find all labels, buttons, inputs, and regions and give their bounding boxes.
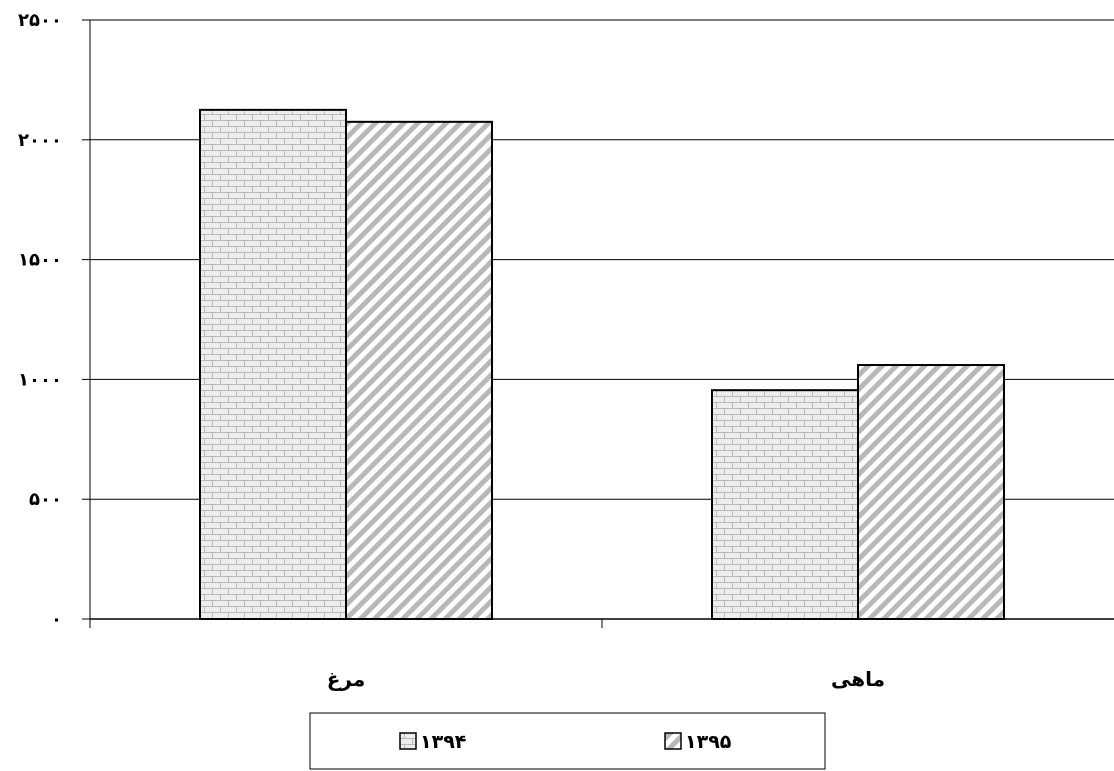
legend: ۱۳۹۴ ۱۳۹۵ <box>309 712 826 770</box>
bars <box>199 108 1005 621</box>
x-category-label: مرغ <box>327 667 366 691</box>
y-tick-label: ۲۰۰۰ <box>18 130 62 151</box>
bar-1-2 <box>711 389 859 620</box>
y-tick-label: ۱۰۰۰ <box>18 369 62 390</box>
legend-box <box>309 712 826 770</box>
legend-label: ۱۳۹۵ <box>685 731 732 753</box>
legend-swatch <box>664 732 682 750</box>
y-tick-label: ۲۵۰۰ <box>18 10 62 31</box>
y-tick-label: ۰ <box>51 609 62 630</box>
axis-labels: ۰ ۵۰۰ ۱۰۰۰ ۱۵۰۰ ۲۰۰۰ ۲۵۰۰ مرغ ماهی <box>18 10 885 691</box>
y-tick-label: ۵۰۰ <box>29 489 62 510</box>
bar-2-2 <box>857 364 1005 620</box>
y-tick-label: ۱۵۰۰ <box>18 250 62 271</box>
bar-1-1 <box>199 108 347 620</box>
bar-2-1 <box>345 120 493 621</box>
legend-label: ۱۳۹۴ <box>420 731 466 753</box>
x-category-label: ماهی <box>831 667 885 691</box>
axes <box>82 19 1114 628</box>
legend-swatch <box>399 732 417 750</box>
